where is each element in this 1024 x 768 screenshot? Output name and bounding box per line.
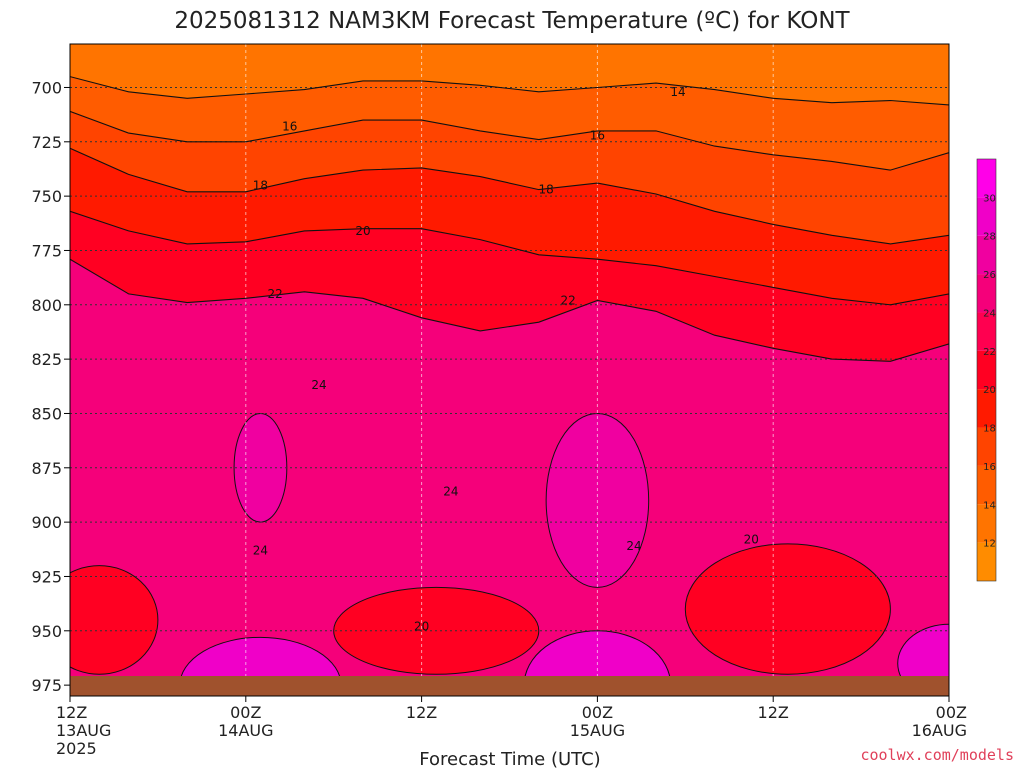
- chart-title: 2025081312 NAM3KM Forecast Temperature (…: [174, 8, 850, 34]
- colorbar-frame: [976, 158, 997, 582]
- credit-text: coolwx.com/models: [860, 746, 1014, 764]
- contour-labels: 14 16 16 18 18 20 22 22 24 24 24 24 20 20: [253, 85, 759, 634]
- contour-14: [70, 76, 949, 106]
- y-tick-label-825: 825: [31, 350, 62, 369]
- x-tick-label-5-1: 16AUG: [912, 721, 967, 740]
- contour-label-6: 22: [267, 287, 282, 301]
- contour-20: [70, 210, 949, 306]
- colorbar-label-30: 30: [983, 193, 996, 204]
- contour-label-9: 24: [443, 485, 458, 499]
- contour-label-10: 24: [253, 543, 268, 557]
- x-tick-label-4-0: 12Z: [758, 703, 789, 722]
- x-tick-label-1-0: 00Z: [230, 703, 261, 722]
- contour-label-4: 18: [538, 183, 553, 197]
- ground-surface: [70, 676, 949, 696]
- x-tick-label-1-1: 14AUG: [218, 721, 273, 740]
- y-tick-label-925: 925: [31, 567, 62, 586]
- core-4: [70, 565, 159, 675]
- colorbar-swatch-2: [977, 465, 996, 505]
- y-tick-label-725: 725: [31, 133, 62, 152]
- x-tick-label-0-1: 13AUG: [56, 721, 111, 740]
- colorbar-swatch-7: [977, 274, 996, 313]
- colorbar-swatch-3: [977, 427, 996, 466]
- x-tick-label-3-1: 15AUG: [570, 721, 625, 740]
- plot-area: [70, 44, 949, 696]
- contour-label-5: 20: [355, 224, 370, 238]
- contour-label-3: 18: [253, 178, 268, 192]
- colorbar-label-22: 22: [983, 347, 996, 358]
- y-tick-label-950: 950: [31, 622, 62, 641]
- colorbar-label-20: 20: [983, 385, 996, 396]
- colorbar-swatch-9: [977, 197, 996, 236]
- contour-label-0: 14: [670, 85, 685, 99]
- colorbar-label-18: 18: [983, 424, 996, 435]
- contour-lines: [70, 76, 949, 362]
- colorbar-label-14: 14: [983, 500, 996, 511]
- colorbar-swatch-6: [977, 312, 996, 351]
- y-tick-label-700: 700: [31, 78, 62, 97]
- x-tick-label-0-0: 12Z: [56, 703, 87, 722]
- temperature-bands: [70, 44, 949, 696]
- contour-label-1: 16: [282, 120, 297, 134]
- x-tick-label-0-2: 2025: [56, 739, 97, 758]
- colorbar-swatch-5: [977, 350, 996, 390]
- contour-label-12: 20: [414, 619, 429, 633]
- contour-label-8: 24: [311, 378, 326, 392]
- y-tick-label-875: 875: [31, 459, 62, 478]
- contour-16: [70, 110, 949, 171]
- colorbar-label-12: 12: [983, 539, 996, 550]
- colorbar-swatch-10: [977, 159, 996, 198]
- contour-label-2: 16: [590, 128, 605, 142]
- y-tick-label-850: 850: [31, 404, 62, 423]
- y-tick-label-800: 800: [31, 296, 62, 315]
- colorbar-swatch-0: [977, 542, 996, 581]
- colorbar-label-16: 16: [983, 462, 996, 473]
- y-tick-label-775: 775: [31, 241, 62, 260]
- y-tick-label-975: 975: [31, 676, 62, 695]
- y-tick-label-750: 750: [31, 187, 62, 206]
- y-axis-ticks: 700 725 750 775 800 825 850 875 900 925 950 975: [31, 78, 70, 695]
- colorbar: 12 14 16 18 20 22 24 26 28 30: [976, 158, 997, 582]
- contour-18: [70, 147, 949, 245]
- contour-22: [70, 258, 949, 362]
- colorbar-label-26: 26: [983, 270, 996, 281]
- x-tick-label-2-0: 12Z: [406, 703, 437, 722]
- colorbar-swatch-1: [977, 504, 996, 543]
- colorbar-label-28: 28: [983, 232, 996, 243]
- colorbar-swatch-8: [977, 235, 996, 275]
- colorbar-swatch-4: [977, 389, 996, 428]
- x-tick-label-5-0: 00Z: [936, 703, 967, 722]
- core-6: [684, 543, 891, 675]
- colorbar-label-24: 24: [983, 308, 996, 319]
- contour-label-13: 20: [744, 533, 759, 547]
- contour-label-11: 24: [626, 539, 641, 553]
- x-tick-label-3-0: 00Z: [582, 703, 613, 722]
- plot-frame: [69, 43, 950, 697]
- band-below-14: [70, 44, 949, 105]
- contour-label-7: 22: [560, 293, 575, 307]
- x-axis-label: Forecast Time (UTC): [419, 749, 600, 768]
- y-tick-label-900: 900: [31, 513, 62, 532]
